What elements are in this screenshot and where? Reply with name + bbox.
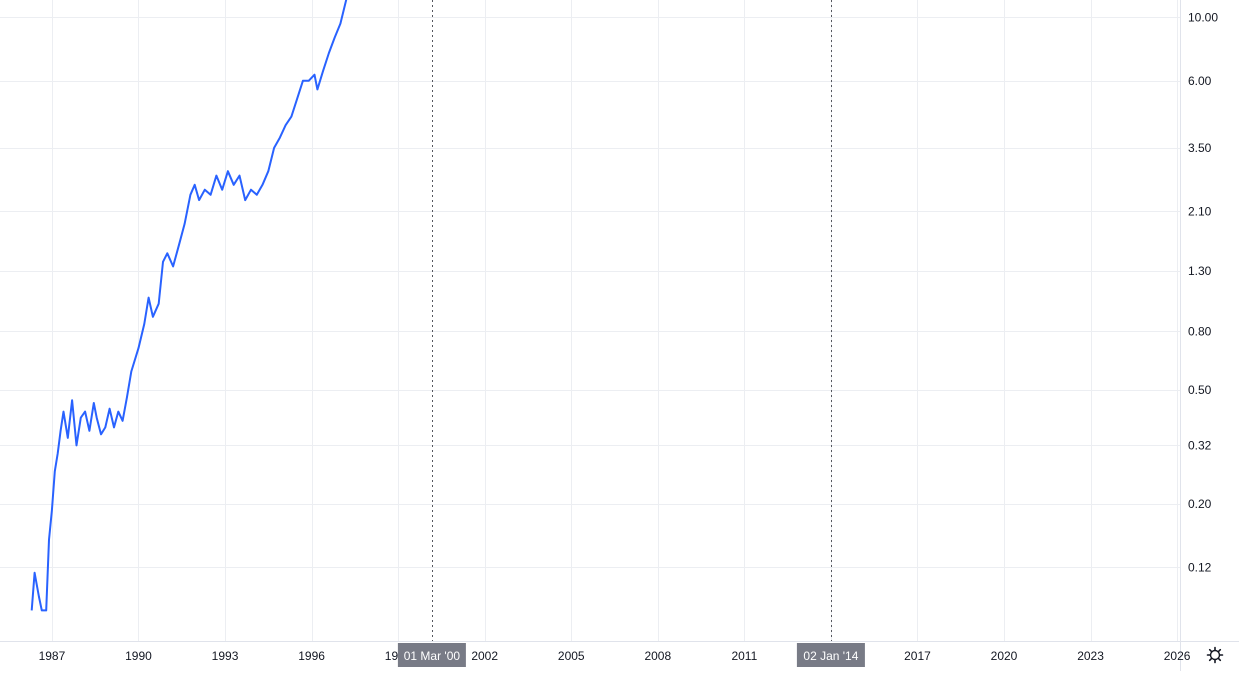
x-tick-label: 2008 [644, 649, 671, 663]
x-tick-label: 2011 [731, 649, 757, 663]
date-marker-bg [796, 643, 865, 667]
gear-icon[interactable] [1206, 646, 1224, 664]
grid [0, 0, 1180, 641]
date-marker-label: 02 Jan '14 [803, 649, 858, 663]
y-tick-label: 0.32 [1188, 438, 1212, 452]
y-tick-label: 2.10 [1188, 204, 1212, 218]
date-marker-bg [397, 643, 466, 667]
date-marker-label: 01 Mar '00 [404, 649, 461, 663]
x-axis-labels: 1987199019931996199920022005200820112014… [39, 649, 1191, 663]
x-tick-label: 1996 [298, 649, 325, 663]
x-tick-label: 2026 [1164, 649, 1191, 663]
y-tick-label: 0.50 [1188, 383, 1212, 397]
y-tick-label: 0.20 [1188, 497, 1212, 511]
price-line[interactable] [30, 0, 1059, 612]
x-tick-label: 2002 [471, 649, 498, 663]
x-tick-label: 2023 [1077, 649, 1104, 663]
gear-body [1209, 649, 1221, 661]
date-marker-badge[interactable]: 01 Mar '00 [397, 643, 466, 667]
y-axis-labels: 700.00420.00260.00160.00100.0064.0039.00… [1188, 10, 1218, 574]
x-tick-label: 2017 [904, 649, 931, 663]
date-marker-badge[interactable]: 02 Jan '14 [796, 643, 865, 667]
x-tick-label: 1987 [39, 649, 66, 663]
y-tick-label: 10.00 [1188, 10, 1218, 24]
x-tick-label: 2005 [558, 649, 585, 663]
y-tick-label: 6.00 [1188, 74, 1212, 88]
x-tick-label: 2020 [991, 649, 1018, 663]
y-tick-label: 0.12 [1188, 560, 1212, 574]
x-tick-label: 1990 [125, 649, 152, 663]
y-tick-label: 3.50 [1188, 141, 1212, 155]
y-tick-label: 1.30 [1188, 264, 1212, 278]
y-tick-label: 0.80 [1188, 324, 1212, 338]
x-tick-label: 1993 [212, 649, 239, 663]
